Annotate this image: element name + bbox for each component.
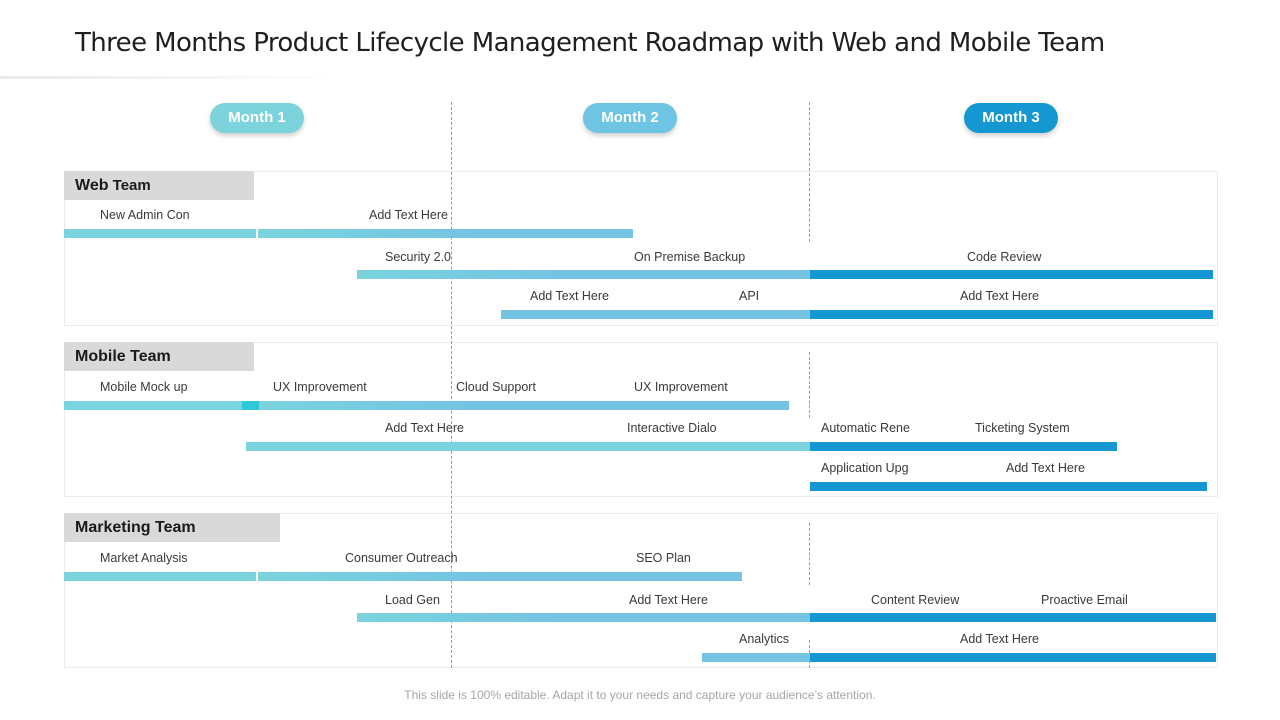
task-label: Application Upg <box>821 461 909 475</box>
web-team-label: Web Team <box>64 171 254 200</box>
task-bar <box>64 229 256 238</box>
title-underline <box>0 76 350 79</box>
task-label: Code Review <box>967 250 1042 264</box>
task-label: Security 2.0 <box>385 250 452 264</box>
web-team-panel <box>64 171 1218 326</box>
task-bar <box>242 401 259 410</box>
task-label: Add Text Here <box>385 421 464 435</box>
mobile-team-panel <box>64 342 1218 497</box>
task-label: Load Gen <box>385 593 440 607</box>
task-bar <box>702 653 810 662</box>
task-label: New Admin Con <box>100 208 190 222</box>
footer-note: This slide is 100% editable. Adapt it to… <box>404 688 876 702</box>
web-team-label-bold: Web <box>75 177 109 194</box>
task-label: Content Review <box>871 593 960 607</box>
task-label: UX Improvement <box>634 380 728 394</box>
task-bar <box>258 229 633 238</box>
task-label: Interactive Dialo <box>627 421 717 435</box>
month-divider-2c <box>809 523 810 585</box>
task-bar <box>810 613 1216 622</box>
task-bar <box>259 401 789 410</box>
task-bar <box>810 270 1213 279</box>
task-label: Consumer Outreach <box>345 551 458 565</box>
task-label: Add Text Here <box>1006 461 1085 475</box>
task-bar <box>810 442 1117 451</box>
task-bar <box>64 401 242 410</box>
month-1-pill: Month 1 <box>210 103 304 133</box>
task-label: Automatic Rene <box>821 421 910 435</box>
task-label: On Premise Backup <box>634 250 746 264</box>
task-label: UX Improvement <box>273 380 367 394</box>
web-team-label-rest: Team <box>108 177 151 194</box>
task-label: Proactive Email <box>1041 593 1128 607</box>
task-label: Add Text Here <box>629 593 708 607</box>
month-divider-1 <box>451 102 452 668</box>
task-label: Add Text Here <box>960 632 1039 646</box>
task-label: Analytics <box>739 632 790 646</box>
task-label: Add Text Here <box>369 208 448 222</box>
task-bar <box>357 613 810 622</box>
task-label: Cloud Support <box>456 380 536 394</box>
marketing-team-panel <box>64 513 1218 668</box>
task-label: Mobile Mock up <box>100 380 188 394</box>
task-bar <box>64 572 256 581</box>
month-2-pill: Month 2 <box>583 103 677 133</box>
mobile-team-label: Mobile Team <box>64 342 254 371</box>
month-divider-2b <box>809 352 810 418</box>
page-title: Three Months Product Lifecycle Managemen… <box>75 28 1105 58</box>
task-label: SEO Plan <box>636 551 691 565</box>
month-3-pill: Month 3 <box>964 103 1058 133</box>
task-label: Add Text Here <box>530 289 609 303</box>
task-bar <box>246 442 810 451</box>
task-bar <box>810 310 1213 319</box>
month-divider-2 <box>809 102 810 242</box>
task-bar <box>357 270 810 279</box>
marketing-team-label: Marketing Team <box>64 513 280 542</box>
task-label: API <box>739 289 760 303</box>
task-label: Add Text Here <box>960 289 1039 303</box>
task-bar <box>501 310 810 319</box>
task-bar <box>258 572 742 581</box>
task-label: Market Analysis <box>100 551 188 565</box>
task-label: Ticketing System <box>975 421 1070 435</box>
task-bar <box>810 482 1207 491</box>
task-bar <box>810 653 1216 662</box>
